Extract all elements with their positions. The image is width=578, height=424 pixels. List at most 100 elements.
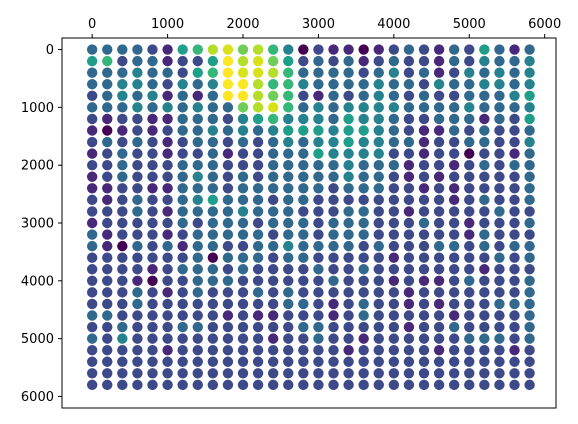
scatter-point <box>524 67 535 78</box>
scatter-point <box>192 264 203 275</box>
scatter-point <box>313 79 324 90</box>
scatter-point <box>524 125 535 136</box>
scatter-point <box>283 79 294 90</box>
scatter-point <box>494 183 505 194</box>
scatter-point <box>207 90 219 102</box>
x-tick-label: 5000 <box>453 17 486 32</box>
scatter-point <box>509 333 520 344</box>
scatter-point <box>358 287 369 298</box>
scatter-point <box>147 79 158 90</box>
scatter-point <box>313 183 324 194</box>
scatter-point <box>177 55 188 67</box>
scatter-point <box>177 148 188 159</box>
scatter-point <box>448 264 460 275</box>
scatter-point <box>237 125 249 136</box>
scatter-point <box>177 217 188 229</box>
scatter-point <box>358 252 369 263</box>
scatter-point <box>343 379 354 391</box>
scatter-point <box>464 206 475 217</box>
scatter-point <box>373 356 384 367</box>
scatter-point <box>102 79 113 90</box>
scatter-point <box>388 229 400 240</box>
scatter-point <box>509 183 520 194</box>
scatter-point <box>328 206 339 217</box>
scatter-point <box>147 298 158 310</box>
scatter-point <box>117 113 128 125</box>
scatter-point <box>147 102 158 113</box>
scatter-point <box>464 79 475 90</box>
scatter-point <box>313 298 324 310</box>
scatter-point <box>373 125 384 136</box>
scatter-point <box>343 356 354 367</box>
scatter-point <box>403 183 415 194</box>
scatter-point <box>132 229 143 240</box>
scatter-point <box>494 125 505 136</box>
scatter-point <box>388 379 400 391</box>
x-tick-label: 3000 <box>302 17 335 32</box>
scatter-point <box>418 275 430 287</box>
scatter-point <box>102 368 113 379</box>
scatter-point <box>237 368 249 379</box>
scatter-point <box>207 102 219 113</box>
scatter-point <box>418 229 430 240</box>
scatter-point <box>418 344 430 356</box>
scatter-point <box>509 368 520 379</box>
scatter-point <box>298 159 309 171</box>
scatter-point <box>222 229 234 240</box>
scatter-point <box>237 90 249 102</box>
scatter-point <box>313 44 324 55</box>
scatter-point <box>222 90 234 102</box>
scatter-point <box>162 229 173 240</box>
scatter-point <box>433 379 445 391</box>
scatter-point <box>328 194 339 206</box>
scatter-point <box>388 171 400 182</box>
scatter-point <box>102 206 113 217</box>
scatter-point <box>433 113 445 125</box>
scatter-point <box>328 368 339 379</box>
scatter-point <box>147 333 158 344</box>
scatter-point <box>343 194 354 206</box>
scatter-point <box>192 194 203 206</box>
scatter-point <box>298 194 309 206</box>
scatter-point <box>132 125 143 136</box>
scatter-point <box>102 298 113 310</box>
scatter-point <box>162 171 173 182</box>
scatter-point <box>147 55 158 67</box>
scatter-point <box>132 368 143 379</box>
scatter-point <box>313 125 324 136</box>
scatter-point <box>313 344 324 356</box>
scatter-point <box>252 264 264 275</box>
scatter-point <box>328 240 339 252</box>
scatter-point <box>86 136 98 148</box>
scatter-point <box>102 67 113 78</box>
scatter-point <box>343 55 354 67</box>
scatter-point <box>328 333 339 344</box>
scatter-point <box>403 368 415 379</box>
scatter-point <box>147 44 158 55</box>
scatter-point <box>373 368 384 379</box>
scatter-point <box>237 44 249 55</box>
scatter-point <box>86 240 98 252</box>
scatter-point <box>403 148 415 159</box>
scatter-point <box>102 44 113 55</box>
scatter-point <box>283 264 294 275</box>
scatter-point <box>192 136 203 148</box>
scatter-point <box>464 148 475 159</box>
scatter-point <box>252 194 264 206</box>
scatter-point <box>494 356 505 367</box>
scatter-point <box>388 206 400 217</box>
scatter-point <box>267 44 279 55</box>
scatter-point <box>86 113 98 125</box>
scatter-point <box>343 217 354 229</box>
scatter-point <box>192 148 203 159</box>
scatter-point <box>298 333 309 344</box>
scatter-point <box>132 310 143 321</box>
scatter-point <box>222 356 234 367</box>
scatter-point <box>252 298 264 310</box>
scatter-point <box>298 79 309 90</box>
scatter-point <box>373 44 384 55</box>
scatter-point <box>298 321 309 333</box>
scatter-point <box>298 183 309 194</box>
scatter-point <box>222 171 234 182</box>
scatter-point <box>373 379 384 391</box>
